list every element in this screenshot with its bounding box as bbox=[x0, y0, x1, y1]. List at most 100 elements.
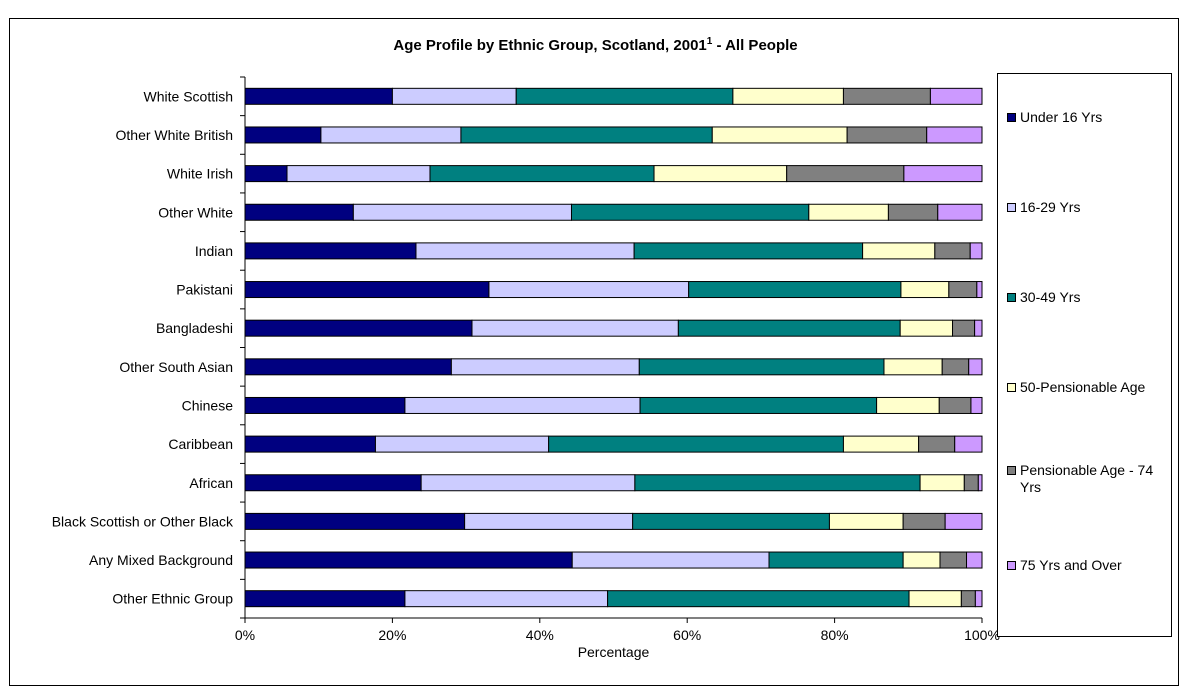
bar-segment bbox=[903, 165, 983, 183]
bar-segment bbox=[732, 87, 844, 105]
bar-segment bbox=[415, 242, 635, 260]
bar-segment bbox=[828, 512, 904, 530]
bar-segment bbox=[919, 474, 965, 492]
legend-label: Pensionable Age - 74 Yrs bbox=[1020, 462, 1154, 495]
bar-segment bbox=[883, 358, 943, 376]
bar-segment bbox=[320, 126, 462, 144]
x-tick-label: 20% bbox=[378, 627, 406, 643]
bar-segment bbox=[632, 512, 830, 530]
category-label: Black Scottish or Other Black bbox=[52, 513, 234, 529]
bar-segment bbox=[460, 126, 713, 144]
bar-segment bbox=[902, 512, 946, 530]
bar-segment bbox=[688, 281, 902, 299]
bar-segment bbox=[944, 512, 983, 530]
chart-title: Age Profile by Ethnic Group, Scotland, 2… bbox=[0, 36, 1191, 54]
bar-segment bbox=[515, 87, 734, 105]
bar-segment bbox=[450, 358, 640, 376]
bar-segment bbox=[429, 165, 655, 183]
category-label: Bangladeshi bbox=[156, 320, 233, 336]
bar-segment bbox=[286, 165, 431, 183]
legend-swatch bbox=[1007, 561, 1016, 570]
bar-segment bbox=[908, 590, 962, 608]
x-tick-label: 40% bbox=[526, 627, 554, 643]
category-label: White Scottish bbox=[144, 88, 233, 104]
chart-title-main: Age Profile by Ethnic Group, Scotland, 2… bbox=[393, 37, 707, 54]
bar-segment bbox=[969, 242, 983, 260]
legend-label: 30-49 Yrs bbox=[1020, 289, 1081, 305]
bar-segment bbox=[464, 512, 634, 530]
bar-segment bbox=[244, 435, 376, 453]
bar-segment bbox=[887, 203, 939, 221]
category-label: Other White bbox=[158, 204, 233, 220]
legend-label: 75 Yrs and Over bbox=[1020, 557, 1122, 573]
bar-segment bbox=[899, 319, 954, 337]
bar-segment bbox=[420, 474, 636, 492]
bar-segment bbox=[918, 435, 956, 453]
bar-segment bbox=[970, 396, 983, 414]
category-label: Pakistani bbox=[176, 282, 233, 298]
bar-segment bbox=[374, 435, 550, 453]
legend-swatch bbox=[1007, 293, 1016, 302]
bar-segment bbox=[937, 203, 983, 221]
bar-segment bbox=[352, 203, 572, 221]
legend-swatch bbox=[1007, 383, 1016, 392]
bar-segment bbox=[902, 551, 941, 569]
legend-label: Under 16 Yrs bbox=[1020, 109, 1103, 125]
bar-segment bbox=[876, 396, 940, 414]
category-label: Chinese bbox=[182, 397, 234, 413]
legend-label: 50-Pensionable Age bbox=[1020, 379, 1146, 395]
bar-segment bbox=[977, 474, 983, 492]
chart-title-superscript: 1 bbox=[706, 36, 713, 47]
legend-swatch bbox=[1007, 466, 1016, 475]
bar-segment bbox=[938, 396, 972, 414]
bar-segment bbox=[934, 242, 971, 260]
bar-segment bbox=[862, 242, 936, 260]
bar-segment bbox=[808, 203, 889, 221]
bar-segment bbox=[711, 126, 848, 144]
bar-segment bbox=[570, 203, 810, 221]
bar-segment bbox=[244, 203, 354, 221]
x-tick-label: 80% bbox=[821, 627, 849, 643]
bar-segment bbox=[677, 319, 901, 337]
bar-segment bbox=[966, 551, 983, 569]
bar-segment bbox=[768, 551, 904, 569]
bar-segment bbox=[842, 435, 920, 453]
bar-segment bbox=[244, 87, 393, 105]
x-tick-label: 100% bbox=[964, 627, 1000, 643]
bar-segment bbox=[846, 126, 928, 144]
bar-segment bbox=[929, 87, 983, 105]
bar-segment bbox=[939, 551, 968, 569]
bar-segment bbox=[607, 590, 910, 608]
bar-segment bbox=[948, 281, 978, 299]
legend-swatch bbox=[1007, 113, 1016, 122]
bar-segment bbox=[404, 590, 609, 608]
bar-segment bbox=[244, 242, 417, 260]
bar-segment bbox=[488, 281, 690, 299]
bar-segment bbox=[244, 512, 466, 530]
bar-segment bbox=[244, 474, 422, 492]
bar-segment bbox=[786, 165, 905, 183]
bar-segment bbox=[954, 435, 983, 453]
category-label: African bbox=[189, 475, 233, 491]
bar-segment bbox=[900, 281, 950, 299]
bar-segment bbox=[244, 165, 288, 183]
category-label: Other White British bbox=[116, 127, 233, 143]
bar-segment bbox=[244, 396, 406, 414]
legend-label: 16-29 Yrs bbox=[1020, 199, 1081, 215]
bar-segment bbox=[974, 319, 983, 337]
bar-segment bbox=[548, 435, 844, 453]
bar-segment bbox=[244, 319, 473, 337]
x-tick-label: 60% bbox=[673, 627, 701, 643]
bar-segment bbox=[842, 87, 931, 105]
bar-segment bbox=[963, 474, 979, 492]
category-label: Caribbean bbox=[168, 436, 233, 452]
bar-segment bbox=[391, 87, 517, 105]
bar-segment bbox=[639, 396, 878, 414]
bar-segment bbox=[471, 319, 679, 337]
bar-segment bbox=[638, 358, 885, 376]
category-label: Any Mixed Background bbox=[89, 552, 233, 568]
bar-segment bbox=[634, 474, 921, 492]
bar-segment bbox=[404, 396, 641, 414]
bar-segment bbox=[941, 358, 970, 376]
